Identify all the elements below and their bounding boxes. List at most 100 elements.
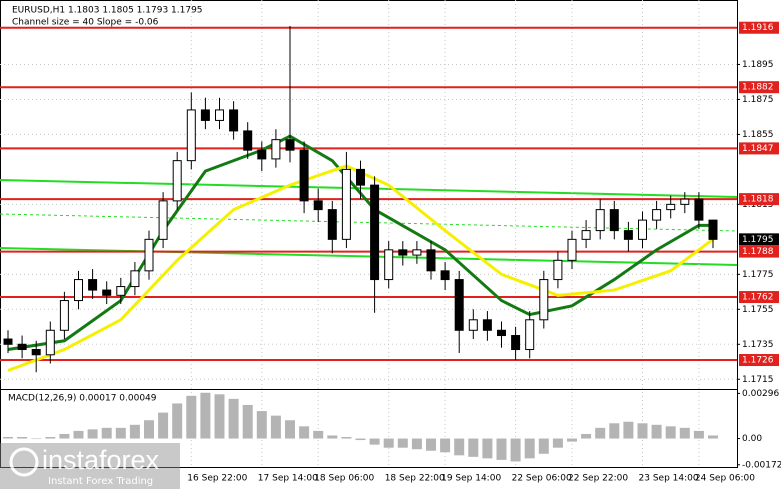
candle-body bbox=[186, 109, 196, 162]
x-tick-label: 18 Sep 22:00 bbox=[385, 474, 445, 484]
current-price-box bbox=[739, 233, 779, 246]
macd-bar bbox=[510, 438, 521, 462]
macd-bar bbox=[299, 426, 310, 439]
candle-body bbox=[426, 249, 436, 272]
candle-body bbox=[539, 279, 549, 321]
macd-bar bbox=[468, 438, 479, 457]
candle-body bbox=[581, 230, 591, 240]
candle-body bbox=[623, 230, 633, 240]
x-tick-label: 19 Sep 14:00 bbox=[441, 474, 501, 484]
level-label: 1.1726 bbox=[742, 356, 774, 366]
candle-body bbox=[370, 184, 380, 281]
level-label: 1.1788 bbox=[742, 247, 774, 257]
level-box bbox=[739, 354, 779, 367]
candle-body bbox=[652, 209, 662, 221]
candle-body bbox=[511, 335, 521, 351]
macd-bar bbox=[538, 438, 549, 454]
macd-bar bbox=[383, 438, 394, 448]
candle-body bbox=[384, 249, 394, 281]
macd-bar bbox=[609, 423, 620, 439]
level-label: 1.1847 bbox=[742, 144, 774, 154]
watermark-tagline: Instant Forex Trading bbox=[48, 476, 153, 487]
level-box bbox=[739, 193, 779, 206]
watermark: instaforex Instant Forex Trading bbox=[0, 443, 180, 489]
macd-bar bbox=[3, 437, 13, 439]
plot-frame bbox=[0, 0, 738, 468]
y-tick-label: 1.1735 bbox=[742, 340, 774, 350]
candle-body bbox=[130, 270, 140, 288]
macd-bar bbox=[129, 424, 140, 439]
watermark-logo bbox=[9, 447, 39, 477]
chart-title: EURUSD,H1 1.1803 1.1805 1.1793 1.1795 bbox=[12, 6, 203, 16]
macd-bar bbox=[186, 395, 197, 439]
level-label: 1.1818 bbox=[742, 195, 774, 205]
macd-bar bbox=[637, 423, 648, 439]
macd-bar bbox=[45, 437, 56, 439]
candle-body bbox=[285, 139, 295, 151]
macd-tick-label: 0.00 bbox=[742, 434, 762, 444]
macd-bar bbox=[87, 429, 98, 439]
macd-bar bbox=[327, 435, 338, 439]
level-label: 1.1882 bbox=[742, 83, 774, 93]
candle-body bbox=[116, 286, 126, 296]
current-price-label: 1.1795 bbox=[742, 235, 774, 245]
candle-body bbox=[595, 209, 605, 232]
macd-bar bbox=[172, 403, 183, 439]
candle-body bbox=[525, 319, 535, 351]
macd-bar bbox=[454, 438, 465, 456]
candle-body bbox=[200, 109, 210, 121]
candle-body bbox=[440, 270, 450, 281]
candle-body bbox=[341, 168, 351, 240]
candle-body bbox=[17, 343, 27, 351]
macd-bar bbox=[59, 433, 70, 439]
marks bbox=[0, 0, 737, 467]
macd-bar bbox=[595, 427, 606, 439]
y-tick-label: 1.1755 bbox=[742, 305, 774, 315]
level-box bbox=[739, 21, 779, 34]
macd-bar bbox=[411, 438, 422, 450]
candle-body bbox=[482, 319, 492, 331]
macd-bar bbox=[355, 438, 366, 441]
level-box bbox=[739, 245, 779, 258]
macd-bar bbox=[623, 421, 634, 439]
candle-body bbox=[497, 329, 506, 337]
macd-bar bbox=[524, 438, 535, 459]
candle-body bbox=[243, 130, 253, 151]
macd-bar bbox=[313, 430, 324, 439]
candle-body bbox=[215, 109, 224, 121]
macd-bar bbox=[115, 427, 126, 439]
x-tick-label: 16 Sep 22:00 bbox=[187, 474, 247, 484]
macd-bar bbox=[693, 430, 704, 439]
y-tick-label: 1.1895 bbox=[742, 60, 774, 70]
moving-average bbox=[7, 164, 714, 372]
candle-body bbox=[299, 149, 309, 202]
macd-bar bbox=[256, 411, 267, 439]
macd-bar bbox=[426, 438, 436, 451]
candle-body bbox=[158, 200, 168, 240]
candle-body bbox=[74, 279, 83, 302]
macd-bar bbox=[242, 404, 253, 439]
macd-bar bbox=[397, 438, 408, 448]
macd-bar bbox=[341, 437, 352, 439]
y-tick-label: 1.1875 bbox=[742, 95, 774, 105]
macd-bar bbox=[581, 433, 592, 439]
candle-body bbox=[313, 200, 323, 211]
candle-body bbox=[88, 279, 98, 291]
x-tick-label: 24 Sep 06:00 bbox=[695, 474, 755, 484]
candle-body bbox=[31, 349, 41, 356]
channel-line bbox=[0, 179, 738, 198]
macd-bar bbox=[665, 426, 676, 439]
chart-subtitle: Channel size = 40 Slope = -0.06 bbox=[12, 18, 159, 28]
x-tick-label: 23 Sep 14:00 bbox=[639, 474, 699, 484]
candle-body bbox=[172, 160, 182, 202]
candle-body bbox=[666, 203, 676, 211]
macd-bar bbox=[552, 438, 563, 448]
candle-body bbox=[468, 319, 478, 331]
watermark-brand: instaforex bbox=[42, 445, 160, 475]
macd-bar bbox=[17, 437, 28, 439]
y-tick-label: 1.1715 bbox=[742, 375, 774, 385]
macd-bar bbox=[228, 398, 239, 439]
macd-bar bbox=[144, 420, 154, 439]
